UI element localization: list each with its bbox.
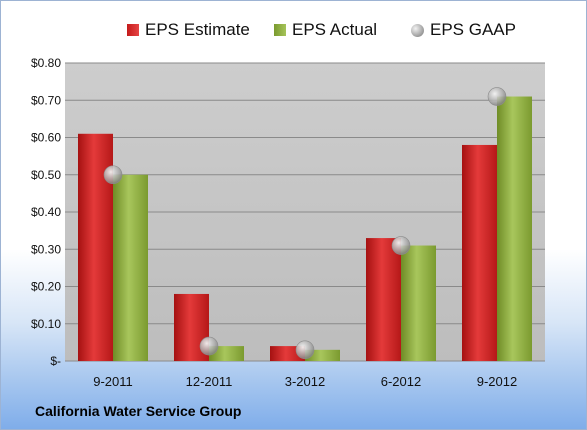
y-tick-label: $- — [50, 354, 61, 368]
actual-bar — [113, 174, 148, 361]
legend-label-estimate: EPS Estimate — [145, 20, 250, 39]
gaap-marker — [391, 236, 411, 255]
y-tick-label: $0.70 — [31, 93, 61, 107]
y-tick-label: $0.50 — [31, 168, 61, 182]
actual-bar — [401, 245, 436, 361]
y-tick-label: $0.30 — [31, 242, 61, 256]
legend-item-eps-actual: EPS Actual — [274, 17, 377, 43]
legend-label-gaap: EPS GAAP — [430, 20, 516, 39]
x-tick-label: 9-2011 — [93, 374, 133, 389]
legend-item-eps-gaap: EPS GAAP — [411, 17, 516, 43]
x-tick-label: 3-2012 — [285, 374, 325, 389]
actual-bar — [209, 346, 244, 361]
company-name: California Water Service Group — [35, 403, 242, 419]
bars — [78, 96, 532, 362]
estimate-bar — [462, 144, 497, 361]
y-axis-ticks: $- $0.10 $0.20 $0.30 $0.40 $0.50 $0.60 $0.70 $0.… — [31, 56, 61, 368]
legend-label-actual: EPS Actual — [292, 20, 378, 39]
legend-swatch-actual — [274, 24, 286, 36]
gaap-marker — [487, 87, 507, 106]
legend: EPS Estimate EPS Actual EPS GAAP — [1, 17, 586, 43]
x-tick-label: 12-2011 — [186, 374, 233, 389]
legend-swatch-estimate — [127, 24, 139, 36]
gaap-marker — [295, 340, 315, 360]
gaap-markers — [103, 87, 507, 360]
actual-bar — [305, 349, 340, 361]
x-axis-ticks: 9-2011 12-2011 3-2012 6-2012 9-2012 — [93, 374, 517, 389]
gaap-marker — [199, 336, 219, 356]
y-tick-label: $0.10 — [31, 317, 61, 331]
y-tick-label: $0.60 — [31, 131, 61, 145]
legend-item-eps-estimate: EPS Estimate — [127, 17, 250, 43]
y-tick-label: $0.80 — [31, 56, 61, 70]
x-tick-label: 6-2012 — [381, 374, 421, 389]
y-tick-label: $0.20 — [31, 280, 61, 294]
gaap-marker — [103, 165, 123, 185]
legend-swatch-gaap — [411, 23, 424, 37]
y-tick-label: $0.40 — [31, 205, 61, 219]
actual-bar — [497, 96, 532, 362]
estimate-bar — [366, 238, 401, 361]
x-tick-label: 9-2012 — [477, 374, 517, 389]
